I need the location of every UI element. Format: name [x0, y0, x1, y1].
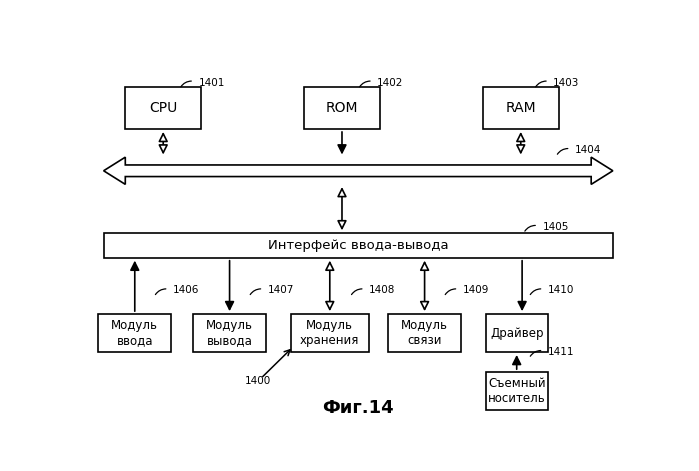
Text: Съемный
носитель: Съемный носитель [488, 377, 545, 405]
Text: 1410: 1410 [548, 285, 574, 295]
Text: 1402: 1402 [377, 78, 403, 88]
Text: Модуль
вывода: Модуль вывода [206, 319, 253, 347]
Text: 1400: 1400 [245, 376, 271, 386]
Text: Драйвер: Драйвер [490, 326, 543, 340]
Text: Модуль
связи: Модуль связи [401, 319, 448, 347]
Polygon shape [103, 157, 613, 184]
Text: Модуль
хранения: Модуль хранения [300, 319, 359, 347]
FancyBboxPatch shape [483, 87, 559, 129]
FancyBboxPatch shape [98, 314, 171, 352]
Text: 1406: 1406 [173, 285, 199, 295]
FancyBboxPatch shape [486, 314, 548, 352]
Text: 1403: 1403 [554, 78, 579, 88]
Text: Фиг.14: Фиг.14 [322, 399, 394, 417]
Text: 1408: 1408 [369, 285, 396, 295]
Text: 1404: 1404 [575, 145, 601, 155]
FancyBboxPatch shape [103, 233, 613, 258]
Text: ROM: ROM [326, 101, 358, 115]
Text: Интерфейс ввода-вывода: Интерфейс ввода-вывода [268, 239, 449, 252]
FancyBboxPatch shape [304, 87, 380, 129]
Text: 1407: 1407 [268, 285, 294, 295]
Text: 1409: 1409 [463, 285, 489, 295]
Text: 1411: 1411 [548, 347, 575, 357]
FancyBboxPatch shape [486, 372, 548, 410]
Text: 1401: 1401 [199, 78, 225, 88]
Text: 1405: 1405 [542, 222, 569, 232]
FancyBboxPatch shape [193, 314, 266, 352]
Text: Модуль
ввода: Модуль ввода [111, 319, 158, 347]
FancyBboxPatch shape [291, 314, 369, 352]
FancyBboxPatch shape [125, 87, 201, 129]
Text: RAM: RAM [505, 101, 536, 115]
Text: CPU: CPU [149, 101, 178, 115]
FancyBboxPatch shape [388, 314, 461, 352]
